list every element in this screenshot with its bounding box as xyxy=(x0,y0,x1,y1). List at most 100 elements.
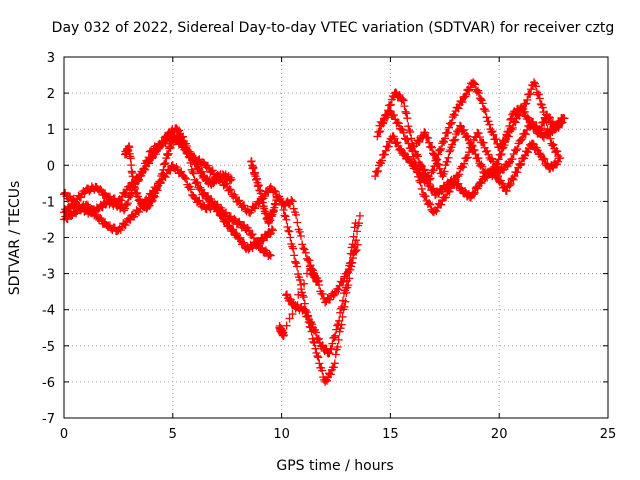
data-point xyxy=(332,325,341,334)
data-point xyxy=(432,159,441,168)
data-point xyxy=(338,302,347,311)
data-point xyxy=(331,350,340,359)
data-point xyxy=(178,138,187,147)
data-point xyxy=(384,142,393,151)
data-point xyxy=(159,165,168,174)
data-point xyxy=(82,200,91,209)
data-point xyxy=(328,339,337,348)
data-point xyxy=(336,308,345,317)
data-point xyxy=(188,167,197,176)
data-point xyxy=(558,118,567,127)
data-point xyxy=(446,120,455,129)
data-point xyxy=(265,250,274,259)
data-point xyxy=(298,240,307,249)
data-point xyxy=(335,316,344,325)
data-point xyxy=(404,122,413,131)
data-point xyxy=(314,353,323,362)
data-point xyxy=(295,275,304,284)
y-tick-label: 2 xyxy=(47,87,55,102)
data-point xyxy=(126,192,135,201)
data-point xyxy=(435,146,444,155)
data-point xyxy=(271,187,280,196)
data-point xyxy=(335,327,344,336)
data-point xyxy=(500,141,509,150)
data-point xyxy=(374,166,383,175)
data-point xyxy=(96,185,105,194)
data-point xyxy=(406,127,415,136)
data-point xyxy=(516,103,525,112)
data-point xyxy=(455,170,464,179)
data-point xyxy=(300,279,309,288)
data-point xyxy=(287,195,296,204)
data-point xyxy=(208,166,217,175)
y-tick-label: -4 xyxy=(42,304,55,319)
data-point xyxy=(478,99,487,108)
data-point xyxy=(398,95,407,104)
data-point xyxy=(309,337,318,346)
x-tick-label: 15 xyxy=(382,427,399,442)
data-point xyxy=(273,193,282,202)
data-point xyxy=(226,173,235,182)
data-point xyxy=(545,113,554,122)
data-point xyxy=(488,127,497,136)
data-point xyxy=(126,154,135,163)
data-point xyxy=(498,144,507,153)
data-point xyxy=(139,165,148,174)
data-point xyxy=(521,130,530,139)
data-point xyxy=(494,155,503,164)
data-point xyxy=(329,291,338,300)
data-point xyxy=(341,283,350,292)
data-point xyxy=(467,141,476,150)
data-point xyxy=(297,285,306,294)
data-point xyxy=(309,326,318,335)
data-point xyxy=(454,104,463,113)
data-point xyxy=(428,149,437,158)
data-point xyxy=(248,230,257,239)
data-point xyxy=(191,179,200,188)
data-point xyxy=(344,267,353,276)
data-point xyxy=(538,103,547,112)
y-tick-label: -3 xyxy=(42,268,55,283)
data-point xyxy=(235,196,244,205)
data-point xyxy=(415,176,424,185)
x-tick-label: 0 xyxy=(60,427,68,442)
data-point xyxy=(451,135,460,144)
data-point xyxy=(474,129,483,138)
data-point xyxy=(560,114,569,123)
data-point xyxy=(417,184,426,193)
data-point xyxy=(270,186,279,195)
data-point xyxy=(353,240,362,249)
data-point xyxy=(462,90,471,99)
data-point xyxy=(289,204,298,213)
data-point xyxy=(281,201,290,210)
data-point xyxy=(304,311,313,320)
data-point xyxy=(489,130,498,139)
data-point xyxy=(539,154,548,163)
data-point xyxy=(192,160,201,169)
data-point xyxy=(399,128,408,137)
data-point xyxy=(318,290,327,299)
data-point xyxy=(376,127,385,136)
data-point xyxy=(553,157,562,166)
data-point xyxy=(425,138,434,147)
chart-title: Day 032 of 2022, Sidereal Day-to-day VTE… xyxy=(52,20,615,36)
data-point xyxy=(425,199,434,208)
data-point xyxy=(449,175,458,184)
data-point xyxy=(298,291,307,300)
data-point xyxy=(508,123,517,132)
data-point xyxy=(458,163,467,172)
data-point xyxy=(314,334,323,343)
data-point xyxy=(401,107,410,116)
data-point xyxy=(425,179,434,188)
data-point xyxy=(421,192,430,201)
data-point xyxy=(158,170,167,179)
data-point xyxy=(227,175,236,184)
data-point xyxy=(279,330,288,339)
data-point xyxy=(334,285,343,294)
data-point xyxy=(496,150,505,159)
data-point xyxy=(189,169,198,178)
data-point xyxy=(161,159,170,168)
data-point xyxy=(444,153,453,162)
data-point xyxy=(512,146,521,155)
data-point xyxy=(507,114,516,123)
